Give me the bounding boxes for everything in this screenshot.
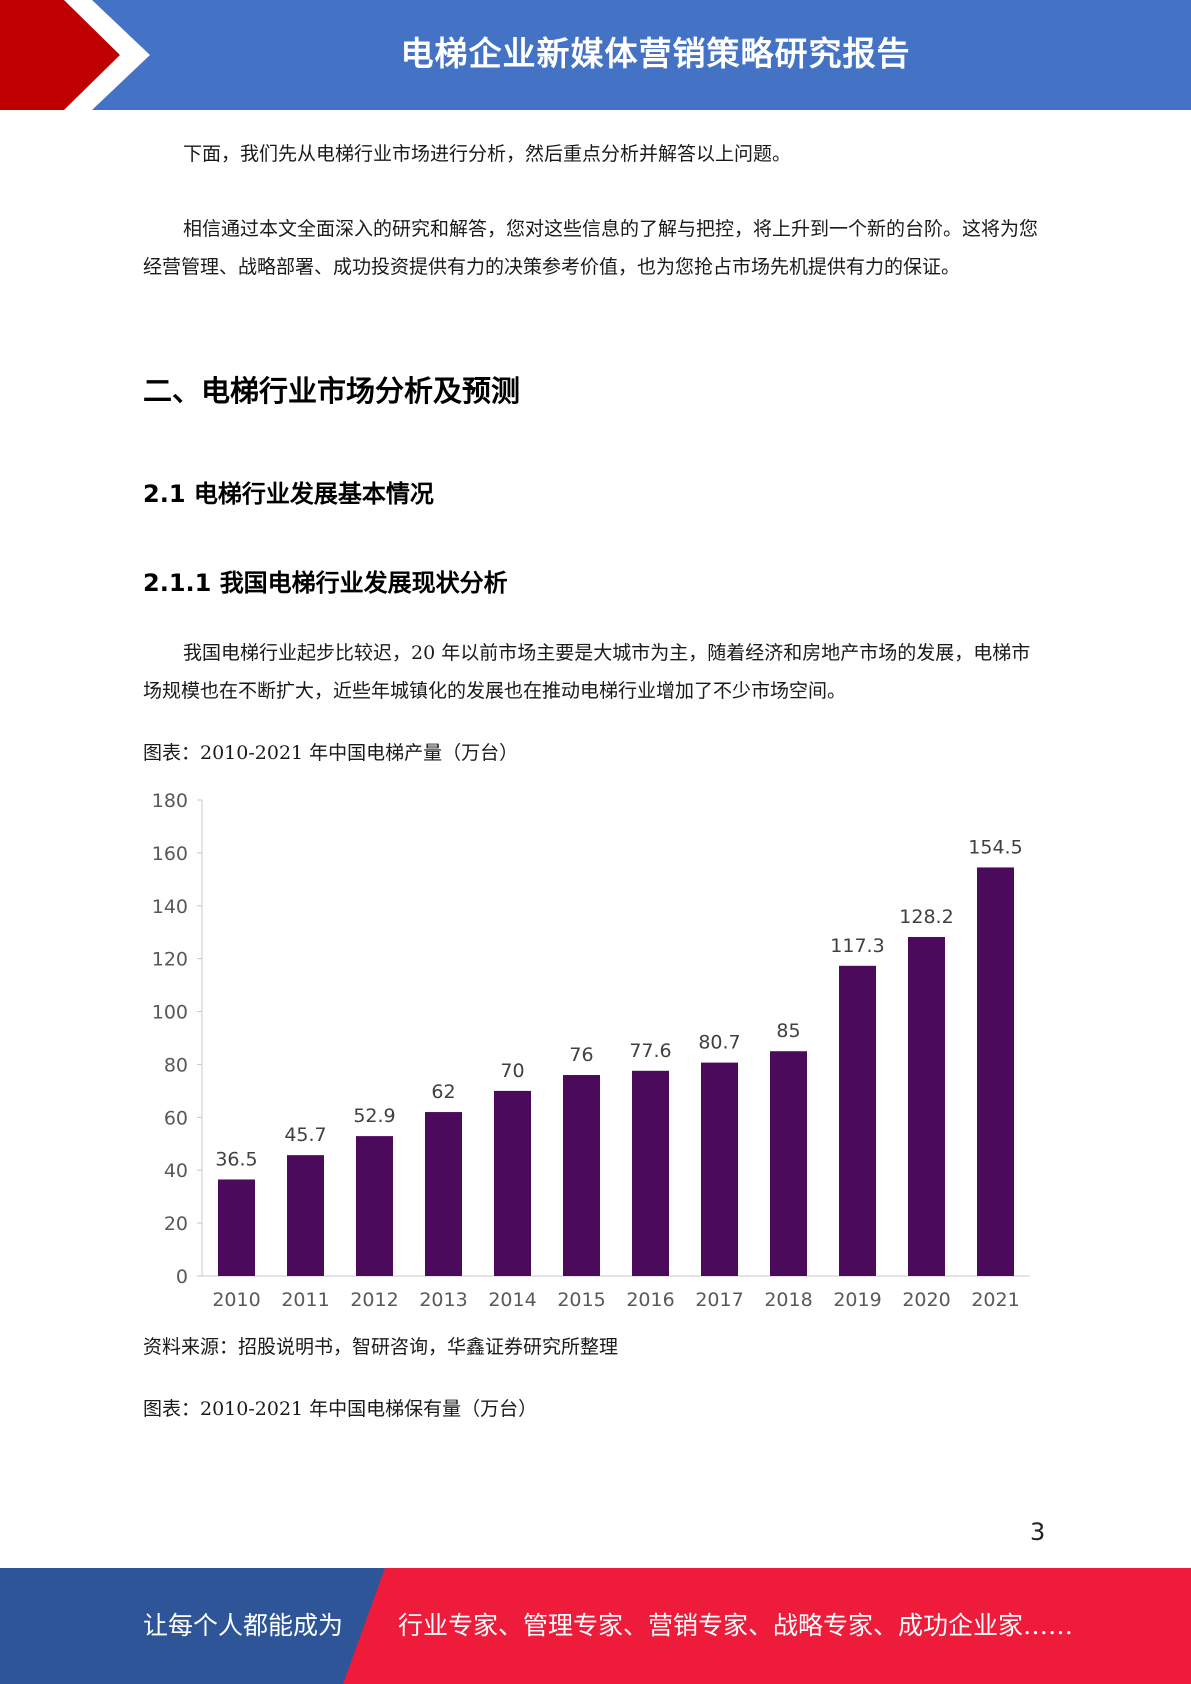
x-tick-label: 2021 (971, 1289, 1019, 1311)
bar (425, 1112, 462, 1276)
bar (356, 1136, 393, 1276)
data-label: 154.5 (968, 836, 1022, 858)
data-label: 80.7 (698, 1032, 740, 1054)
data-label: 128.2 (899, 906, 953, 928)
bar (770, 1051, 807, 1276)
bar (632, 1070, 669, 1276)
subsection-title: 2.1 电梯行业发展基本情况 (143, 480, 434, 508)
x-tick-label: 2020 (902, 1289, 950, 1311)
y-tick-label: 60 (164, 1107, 188, 1129)
industry-paragraph: 我国电梯行业起步比较迟，20 年以前市场主要是大城市为主，随着经济和房地产市场的… (143, 642, 1031, 702)
y-tick-label: 160 (152, 843, 188, 865)
data-label: 45.7 (284, 1124, 326, 1146)
y-tick-label: 100 (152, 1002, 188, 1024)
header-arrow-decoration (0, 0, 150, 110)
elevator-production-chart: 0 20 40 60 80 100 120 140 160 180 36.5 2010 45.7 2011… (152, 790, 1030, 1311)
y-tick-label: 140 (152, 896, 188, 918)
x-tick-label: 2012 (350, 1289, 398, 1311)
intro-paragraph: 下面，我们先从电梯行业市场进行分析，然后重点分析并解答以上问题。 (183, 143, 792, 165)
value-paragraph: 相信通过本文全面深入的研究和解答，您对这些信息的了解与把控，将上升到一个新的台阶… (143, 218, 1039, 278)
page-footer: 让每个人都能成为 行业专家、管理专家、营销专家、战略专家、成功企业家…… (0, 1568, 1191, 1684)
y-tick-label: 80 (164, 1054, 188, 1076)
footer-background (0, 1568, 1191, 1684)
bar (977, 867, 1014, 1276)
x-tick-label: 2014 (488, 1289, 536, 1311)
subsubsection-title: 2.1.1 我国电梯行业发展现状分析 (143, 569, 508, 597)
x-tick-label: 2013 (419, 1289, 467, 1311)
data-label: 85 (776, 1020, 800, 1042)
y-tick-label: 0 (176, 1266, 188, 1288)
data-label: 70 (500, 1060, 524, 1082)
bar (563, 1075, 600, 1276)
x-tick-label: 2015 (557, 1289, 605, 1311)
y-tick-label: 180 (152, 790, 188, 812)
data-source: 资料来源：招股说明书，智研咨询，华鑫证券研究所整理 (143, 1336, 619, 1358)
bar (839, 965, 876, 1276)
y-tick-label: 120 (152, 949, 188, 971)
second-chart-caption: 图表：2010-2021 年中国电梯保有量（万台） (143, 1398, 538, 1420)
bar (287, 1155, 324, 1276)
y-tick-label: 40 (164, 1160, 188, 1182)
x-tick-label: 2019 (833, 1289, 881, 1311)
x-tick-label: 2010 (212, 1289, 260, 1311)
data-label: 36.5 (215, 1148, 257, 1170)
y-tick-label: 20 (164, 1213, 188, 1235)
x-tick-label: 2018 (764, 1289, 812, 1311)
chart-caption: 图表：2010-2021 年中国电梯产量（万台） (143, 742, 519, 764)
x-tick-label: 2016 (626, 1289, 674, 1311)
x-tick-label: 2011 (281, 1289, 329, 1311)
data-label: 62 (431, 1081, 455, 1103)
data-label: 52.9 (353, 1105, 395, 1127)
data-label: 77.6 (629, 1040, 671, 1062)
bar (701, 1062, 738, 1276)
data-label: 76 (569, 1044, 593, 1066)
x-tick-label: 2017 (695, 1289, 743, 1311)
bar (908, 936, 945, 1276)
page-header: 电梯企业新媒体营销策略研究报告 (0, 0, 1191, 110)
report-title: 电梯企业新媒体营销策略研究报告 (400, 34, 911, 73)
page-number: 3 (1030, 1518, 1046, 1546)
section-title: 二、电梯行业市场分析及预测 (143, 374, 521, 408)
bar (494, 1090, 531, 1276)
footer-slogan-left: 让每个人都能成为 (143, 1611, 344, 1640)
bar (218, 1179, 255, 1276)
footer-slogan-right: 行业专家、管理专家、营销专家、战略专家、成功企业家…… (398, 1611, 1074, 1640)
data-label: 117.3 (830, 935, 884, 957)
